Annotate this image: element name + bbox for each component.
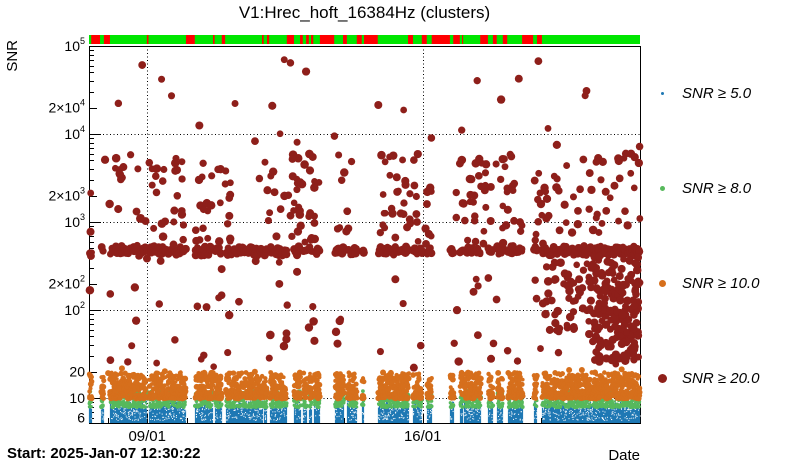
legend-item-3: SNR ≥ 20.0	[648, 367, 759, 389]
chart-title: V1:Hrec_hoft_16384Hz (clusters)	[238, 3, 491, 22]
legend-marker-wrap	[652, 91, 672, 95]
legend-item-2: SNR ≥ 10.0	[648, 272, 759, 294]
legend-item-0: SNR ≥ 5.0	[648, 82, 751, 104]
legend-marker-icon	[658, 279, 666, 287]
start-time-label: Start: 2025-Jan-07 12:30:22	[7, 445, 201, 462]
legend-marker-wrap	[652, 185, 672, 191]
legend-label: SNR ≥ 20.0	[682, 369, 760, 387]
legend-item-1: SNR ≥ 8.0	[648, 177, 751, 199]
legend-label: SNR ≥ 5.0	[682, 84, 752, 102]
legend: SNR ≥ 5.0 SNR ≥ 8.0 SNR ≥ 10.0 SNR ≥ 20.0	[648, 0, 805, 472]
legend-marker-wrap	[652, 373, 672, 383]
legend-label: SNR ≥ 10.0	[682, 274, 760, 292]
legend-marker-icon	[659, 185, 665, 191]
legend-marker-wrap	[652, 279, 672, 287]
y-axis-label: SNR	[4, 40, 21, 72]
legend-marker-icon	[660, 91, 664, 95]
x-axis-label: Date	[608, 447, 640, 464]
legend-marker-icon	[657, 373, 667, 383]
legend-label: SNR ≥ 8.0	[682, 179, 752, 197]
